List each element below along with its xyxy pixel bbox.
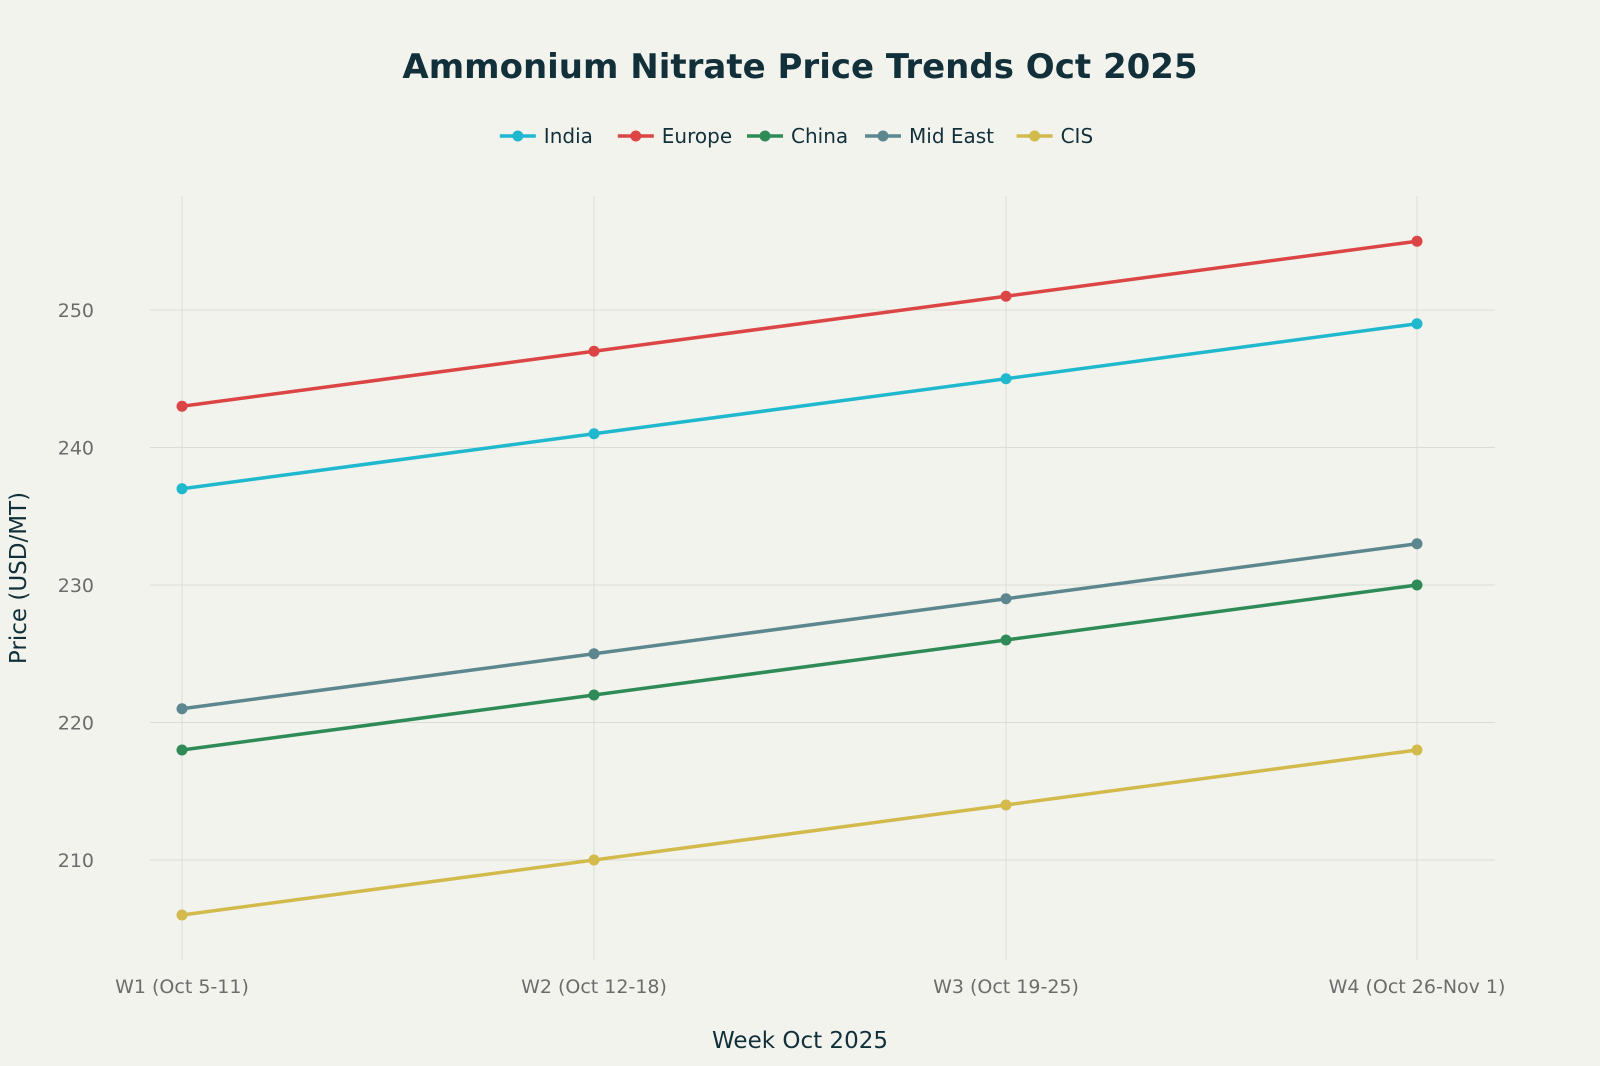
series-line-china <box>180 583 1419 752</box>
tick-labels: 210 220 230 240 250 W1 (Oct 5-11) W2 (Oct 12-1… <box>58 300 1506 998</box>
legend-label: CIS <box>1061 124 1094 148</box>
series-europe <box>176 235 1423 412</box>
legend-swatch-marker <box>512 130 524 142</box>
legend-item-india[interactable]: India <box>499 124 593 148</box>
data-point-china[interactable] <box>1000 634 1012 646</box>
data-point-cis[interactable] <box>176 909 188 921</box>
series-mid-east <box>176 538 1423 715</box>
y-axis-title: Price (USD/MT) <box>6 492 32 664</box>
x-axis-title: Week Oct 2025 <box>712 1028 888 1054</box>
data-point-cis[interactable] <box>1000 799 1012 811</box>
data-point-china[interactable] <box>588 689 600 701</box>
legend[interactable]: India Europe China Mid East CIS <box>499 124 1094 148</box>
series-line-mid-east <box>180 542 1419 711</box>
legend-swatch-marker <box>1029 130 1041 142</box>
legend-item-cis[interactable]: CIS <box>1016 124 1094 148</box>
data-point-india[interactable] <box>588 428 600 440</box>
x-tick-label: W1 (Oct 5-11) <box>115 976 249 998</box>
y-tick-label: 250 <box>58 300 94 322</box>
y-tick-label: 210 <box>58 850 94 872</box>
data-point-india[interactable] <box>1411 318 1423 330</box>
data-point-india[interactable] <box>1000 373 1012 385</box>
y-tick-label: 230 <box>58 575 94 597</box>
data-point-china[interactable] <box>176 744 188 756</box>
series-india <box>176 318 1423 495</box>
legend-swatch-marker <box>630 130 642 142</box>
data-point-europe[interactable] <box>1411 235 1423 247</box>
legend-swatch-marker <box>759 130 771 142</box>
legend-label: Europe <box>662 124 732 148</box>
legend-item-europe[interactable]: Europe <box>617 124 732 148</box>
data-point-mid-east[interactable] <box>1411 538 1423 550</box>
data-point-cis[interactable] <box>1411 744 1423 756</box>
grid <box>150 196 1495 960</box>
series-line-europe <box>180 239 1419 408</box>
data-point-mid-east[interactable] <box>176 703 188 715</box>
legend-label: India <box>544 124 593 148</box>
series-cis <box>176 744 1423 921</box>
series-line-cis <box>180 748 1419 917</box>
x-tick-label: W3 (Oct 19-25) <box>933 976 1079 998</box>
legend-label: Mid East <box>909 124 994 148</box>
legend-item-mid-east[interactable]: Mid East <box>865 124 994 148</box>
x-tick-label: W2 (Oct 12-18) <box>521 976 667 998</box>
data-point-india[interactable] <box>176 483 188 495</box>
data-point-mid-east[interactable] <box>588 648 600 660</box>
chart-title: Ammonium Nitrate Price Trends Oct 2025 <box>402 47 1197 87</box>
data-point-cis[interactable] <box>588 854 600 866</box>
y-tick-label: 240 <box>58 438 94 460</box>
legend-item-china[interactable]: China <box>747 124 848 148</box>
series-china <box>176 579 1423 756</box>
legend-swatch-marker <box>877 130 889 142</box>
series-line-india <box>180 322 1419 491</box>
x-tick-label: W4 (Oct 26-Nov 1) <box>1329 976 1506 998</box>
series-lines <box>176 235 1423 921</box>
data-point-mid-east[interactable] <box>1000 593 1012 605</box>
data-point-europe[interactable] <box>176 400 188 412</box>
data-point-china[interactable] <box>1411 579 1423 591</box>
y-tick-label: 220 <box>58 713 94 735</box>
data-point-europe[interactable] <box>1000 290 1012 302</box>
data-point-europe[interactable] <box>588 345 600 357</box>
legend-label: China <box>791 124 848 148</box>
